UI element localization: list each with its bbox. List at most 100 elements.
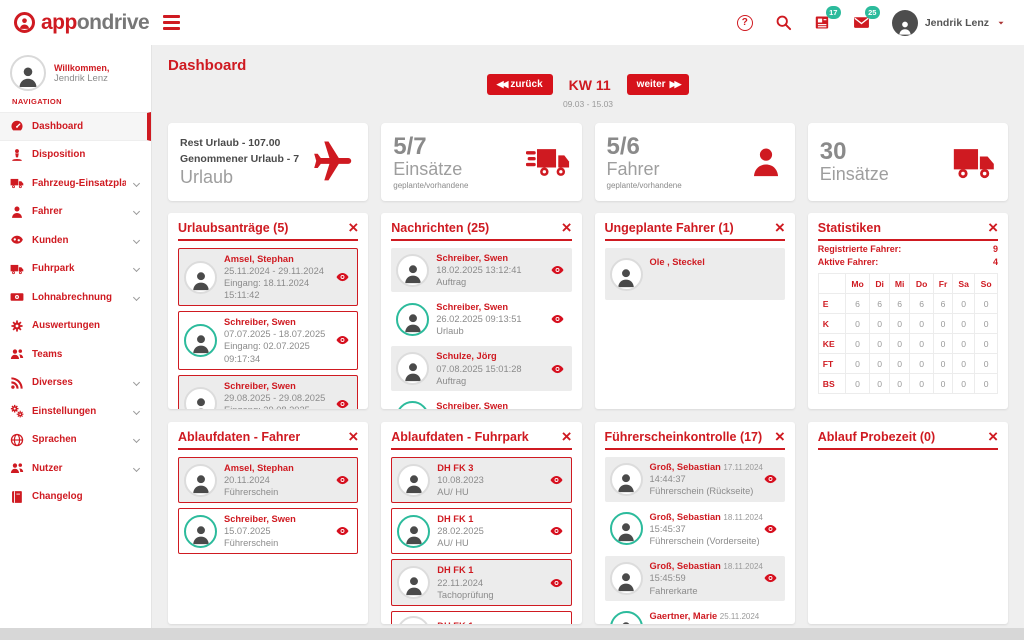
- list-item: Ole , Steckel: [604, 248, 785, 300]
- avatar: [397, 615, 431, 624]
- welcome-label: Willkommen,: [54, 62, 110, 73]
- card-einsaetze-week: 5/7 Einsätze geplante/vorhandene: [381, 123, 582, 201]
- sidebar-item-disposition[interactable]: Disposition: [0, 141, 151, 170]
- help-icon[interactable]: ?: [736, 14, 753, 31]
- person-pin-icon: [10, 148, 24, 162]
- handshake-icon: [10, 233, 24, 247]
- panel-urlaubsantraege: Urlaubsanträge (5) × Amsel, Stephan 25.11…: [168, 213, 369, 409]
- people-icon: [10, 461, 24, 475]
- close-icon[interactable]: ×: [561, 218, 572, 237]
- fast-truck-icon: [526, 140, 570, 184]
- plane-icon: [312, 140, 356, 184]
- close-icon[interactable]: ×: [348, 218, 359, 237]
- sidebar-item-einstellungen[interactable]: Einstellungen: [0, 397, 151, 426]
- list-item: Schreiber, Swen 26.02.2025 09:13:51 Urla…: [391, 297, 572, 342]
- avatar: [184, 323, 217, 357]
- news-icon[interactable]: 17: [814, 6, 841, 31]
- eye-icon[interactable]: [548, 525, 565, 538]
- people-icon: [10, 347, 24, 361]
- hamburger-menu-icon[interactable]: [163, 15, 181, 30]
- close-icon[interactable]: ×: [774, 218, 785, 237]
- sidebar-item-diverses[interactable]: Diverses: [0, 369, 151, 398]
- eye-icon[interactable]: [549, 362, 566, 375]
- eye-icon[interactable]: [549, 313, 566, 326]
- sidebar-user: Willkommen, Jendrik Lenz: [0, 45, 151, 93]
- week-back-button[interactable]: ◀◀ zurück: [486, 74, 553, 95]
- eye-icon[interactable]: [334, 474, 351, 487]
- close-icon[interactable]: ×: [988, 427, 998, 446]
- avatar: [184, 514, 217, 548]
- eye-icon[interactable]: [334, 334, 351, 347]
- search-icon[interactable]: [775, 14, 792, 31]
- eye-icon[interactable]: [762, 522, 779, 535]
- list-item: Amsel, Stephan 20.11.2024 Führerschein: [178, 457, 359, 504]
- sidebar-item-auswertungen[interactable]: Auswertungen: [0, 312, 151, 341]
- week-next-button[interactable]: weiter ▶▶: [626, 74, 690, 95]
- eye-icon[interactable]: [762, 572, 779, 585]
- avatar: [609, 462, 643, 496]
- card-einsaetze-total: 30 Einsätze: [807, 123, 1008, 201]
- eye-icon[interactable]: [548, 474, 565, 487]
- eye-icon[interactable]: [548, 576, 565, 589]
- close-icon[interactable]: ×: [988, 218, 998, 237]
- sidebar-item-dashboard[interactable]: Dashboard: [0, 112, 151, 141]
- close-icon[interactable]: ×: [561, 427, 572, 446]
- list-item: Schreiber, Swen 15.08.2025 10:35:50 Auft…: [391, 395, 572, 409]
- panel-fuehrerscheinkontrolle: Führerscheinkontrolle (17) × Groß, Sebast…: [594, 422, 795, 624]
- sidebar-item-fuhrpark[interactable]: Fuhrpark: [0, 255, 151, 284]
- avatar: [609, 561, 643, 595]
- sidebar-item-sprachen[interactable]: Sprachen: [0, 426, 151, 455]
- panel-ablaufdaten-fahrer: Ablaufdaten - Fahrer × Amsel, Stephan 20.…: [168, 422, 369, 624]
- chevron-down-icon: [132, 464, 141, 472]
- chevron-down-icon: [132, 293, 141, 301]
- avatar: [397, 463, 431, 497]
- card-urlaub: Rest Urlaub - 107.00 Genommener Urlaub -…: [168, 123, 369, 201]
- gauge-icon: [10, 119, 24, 133]
- avatar: [609, 611, 643, 624]
- eye-icon[interactable]: [334, 397, 351, 409]
- sidebar-item-nutzer[interactable]: Nutzer: [0, 454, 151, 483]
- eye-icon[interactable]: [334, 525, 351, 538]
- sidebar-nav: Dashboard Disposition Fahrzeug-Einsatzpl…: [0, 112, 151, 511]
- close-icon[interactable]: ×: [348, 427, 359, 446]
- list-item: Gaertner, Marie 25.11.2024 13:17:18 Führ…: [604, 605, 785, 624]
- book-icon: [10, 490, 24, 504]
- avatar: [396, 401, 430, 409]
- sidebar-item-lohnabrechnung[interactable]: Lohnabrechnung: [0, 283, 151, 312]
- top-actions: ? 17 25 Jendrik Lenz: [736, 6, 1006, 36]
- list-item: DH FK 1 29.11.2024: [391, 610, 572, 624]
- sidebar-item-teams[interactable]: Teams: [0, 340, 151, 369]
- panel-ablauf-probezeit: Ablauf Probezeit (0) ×: [807, 422, 1008, 624]
- eye-icon[interactable]: [762, 621, 779, 624]
- panel-statistiken: Statistiken × Registrierte Fahrer: 9 Aktiv…: [807, 213, 1008, 409]
- list-item: Groß, Sebastian 18.11.2024 15:45:37 Führ…: [604, 506, 785, 552]
- avatar: [891, 9, 918, 36]
- eye-icon[interactable]: [334, 271, 351, 284]
- eye-icon[interactable]: [549, 264, 566, 277]
- chevron-down-icon: [132, 236, 141, 244]
- close-icon[interactable]: ×: [774, 427, 785, 446]
- chevron-down-icon: [132, 436, 141, 444]
- user-menu[interactable]: Jendrik Lenz: [891, 9, 1006, 36]
- eye-icon[interactable]: [762, 473, 779, 486]
- list-item: Schulze, Jörg 07.08.2025 15:01:28 Auftra…: [391, 346, 572, 391]
- sidebar-item-fahrzeug-einsatzplanung[interactable]: Fahrzeug-Einsatzplanung: [0, 169, 151, 198]
- sidebar-item-changelog[interactable]: Changelog: [0, 483, 151, 512]
- sidebar-item-kunden[interactable]: Kunden: [0, 226, 151, 255]
- chevron-down-icon: [132, 179, 141, 187]
- chevron-down-icon: [132, 265, 141, 273]
- sidebar-item-fahrer[interactable]: Fahrer: [0, 198, 151, 227]
- bottom-strip: [0, 628, 1024, 640]
- mail-badge: 25: [864, 6, 880, 19]
- list-item: Schreiber, Swen 15.07.2025 Führerschein: [178, 508, 359, 555]
- list-item: Amsel, Stephan 25.11.2024 - 29.11.2024 E…: [178, 248, 359, 307]
- mail-icon[interactable]: 25: [853, 6, 880, 31]
- person-icon: [749, 140, 783, 184]
- chevron-down-icon: [132, 379, 141, 387]
- money-icon: [10, 290, 24, 304]
- week-label: KW 11: [568, 76, 611, 93]
